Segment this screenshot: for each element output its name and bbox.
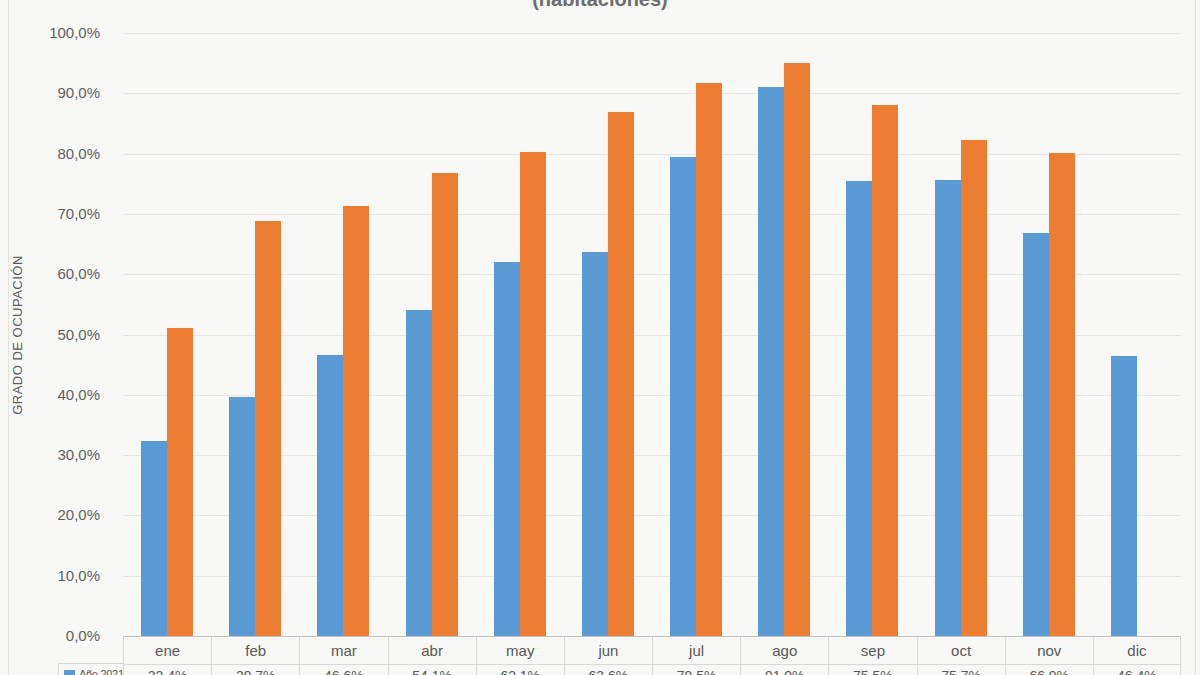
bar-serie-2-abr bbox=[432, 173, 458, 636]
bar-serie-2-nov bbox=[1049, 153, 1075, 636]
bar-año-2021-jun bbox=[582, 252, 608, 636]
bar-año-2021-nov bbox=[1023, 233, 1049, 636]
y-gridline bbox=[123, 154, 1181, 155]
chart-right-border bbox=[1195, 0, 1196, 675]
table-value-cell-ago: 91,0% bbox=[740, 664, 828, 675]
bar-año-2021-abr bbox=[406, 310, 432, 636]
table-value-cell-feb: 39,7% bbox=[211, 664, 299, 675]
y-tick-label: 90,0% bbox=[36, 84, 100, 102]
y-gridline bbox=[123, 214, 1181, 215]
bar-año-2021-ene bbox=[141, 441, 167, 636]
month-header-cell-oct: oct bbox=[917, 637, 1005, 664]
bar-año-2021-ago bbox=[758, 87, 784, 636]
bar-serie-2-jun bbox=[608, 112, 634, 636]
table-value-cell-ene: 32,4% bbox=[123, 664, 211, 675]
month-header-cell-jun: jun bbox=[564, 637, 652, 664]
table-row-border bbox=[123, 664, 1182, 665]
bar-serie-2-ene bbox=[167, 328, 193, 636]
month-header-cell-dic: dic bbox=[1093, 637, 1181, 664]
bar-año-2021-dic bbox=[1111, 356, 1137, 636]
y-tick-label: 0,0% bbox=[36, 627, 100, 645]
legend-color-swatch-ano-2021 bbox=[64, 670, 75, 675]
y-tick-label: 100,0% bbox=[36, 24, 100, 42]
y-tick-label: 50,0% bbox=[36, 326, 100, 344]
month-header-cell-ago: ago bbox=[740, 637, 828, 664]
y-tick-label: 70,0% bbox=[36, 205, 100, 223]
table-value-cell-jul: 79,5% bbox=[652, 664, 740, 675]
table-value-cell-jun: 63,6% bbox=[564, 664, 652, 675]
table-value-cell-abr: 54,1% bbox=[388, 664, 476, 675]
y-tick-label: 40,0% bbox=[36, 386, 100, 404]
table-value-cell-oct: 75,7% bbox=[917, 664, 1005, 675]
y-tick-label: 20,0% bbox=[36, 506, 100, 524]
bar-serie-2-feb bbox=[255, 221, 281, 636]
month-header-cell-feb: feb bbox=[211, 637, 299, 664]
bar-año-2021-oct bbox=[935, 180, 961, 636]
bar-año-2021-feb bbox=[229, 397, 255, 636]
y-gridline bbox=[123, 93, 1181, 94]
month-header-cell-mar: mar bbox=[299, 637, 387, 664]
month-header-cell-abr: abr bbox=[388, 637, 476, 664]
legend-row-stub: Año 2021 bbox=[58, 663, 123, 675]
bar-serie-2-oct bbox=[961, 140, 987, 636]
bar-serie-2-sep bbox=[872, 105, 898, 636]
bar-serie-2-mar bbox=[343, 206, 369, 636]
month-header-cell-may: may bbox=[476, 637, 564, 664]
bar-serie-2-ago bbox=[784, 63, 810, 636]
month-header-cell-ene: ene bbox=[123, 637, 211, 664]
table-value-cell-mar: 46,6% bbox=[299, 664, 387, 675]
bar-año-2021-jul bbox=[670, 157, 696, 636]
y-gridline bbox=[123, 33, 1181, 34]
month-header-cell-sep: sep bbox=[828, 637, 916, 664]
month-header-cell-nov: nov bbox=[1005, 637, 1093, 664]
y-tick-label: 80,0% bbox=[36, 145, 100, 163]
y-axis-title: GRADO DE OCUPACIÓN bbox=[10, 245, 26, 425]
y-tick-label: 30,0% bbox=[36, 446, 100, 464]
y-tick-label: 10,0% bbox=[36, 567, 100, 585]
table-value-cell-nov: 66,9% bbox=[1005, 664, 1093, 675]
month-header-cell-jul: jul bbox=[652, 637, 740, 664]
legend-series-label: Año 2021 bbox=[79, 668, 124, 675]
bar-serie-2-may bbox=[520, 152, 546, 636]
table-value-cell-dic: 46,4% bbox=[1093, 664, 1181, 675]
chart-left-border bbox=[8, 0, 9, 675]
y-tick-label: 60,0% bbox=[36, 265, 100, 283]
chart-canvas: (habitaciones) GRADO DE OCUPACIÓN Año 20… bbox=[0, 0, 1200, 675]
chart-title: (habitaciones) bbox=[0, 0, 1200, 12]
bar-año-2021-may bbox=[494, 262, 520, 636]
bar-año-2021-mar bbox=[317, 355, 343, 636]
bar-año-2021-sep bbox=[846, 181, 872, 636]
bar-serie-2-jul bbox=[696, 83, 722, 636]
table-value-cell-may: 62,1% bbox=[476, 664, 564, 675]
table-value-cell-sep: 75,5% bbox=[828, 664, 916, 675]
